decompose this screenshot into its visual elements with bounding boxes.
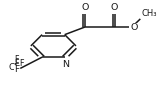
Text: F: F bbox=[15, 59, 19, 68]
Text: F: F bbox=[20, 59, 24, 68]
Text: CF: CF bbox=[8, 63, 20, 72]
Text: CH₃: CH₃ bbox=[142, 9, 157, 18]
Text: O: O bbox=[130, 22, 138, 32]
Text: O: O bbox=[81, 3, 89, 12]
Text: F: F bbox=[15, 55, 19, 64]
Text: N: N bbox=[62, 60, 69, 69]
Text: F: F bbox=[14, 65, 20, 74]
Text: O: O bbox=[111, 3, 118, 12]
